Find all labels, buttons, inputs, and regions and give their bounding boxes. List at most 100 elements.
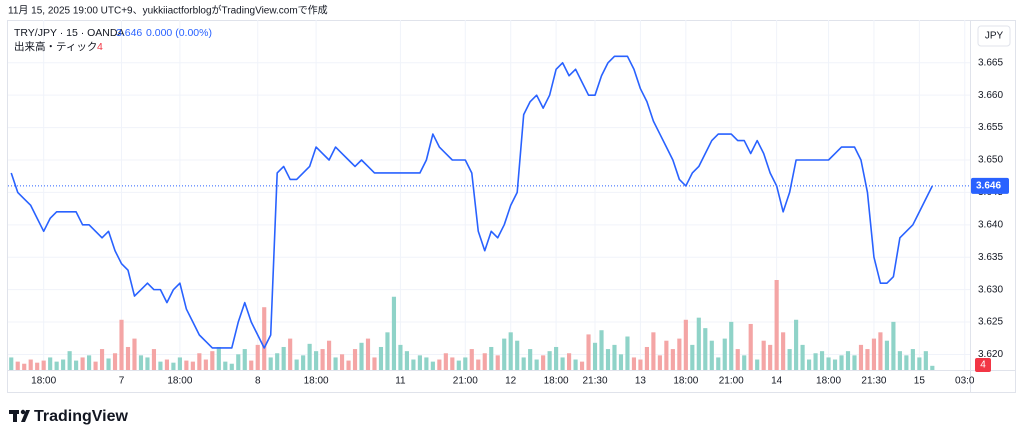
volume-bar (599, 330, 604, 370)
volume-bar (424, 357, 429, 370)
currency-button[interactable] (977, 25, 1011, 47)
volume-bar (891, 321, 896, 370)
volume-bar (275, 353, 280, 370)
volume-bar (852, 355, 857, 370)
volume-bar (35, 362, 40, 370)
volume-bar (677, 338, 682, 370)
y-tick-label: 3.625 (978, 317, 1003, 328)
volume-bar (489, 346, 494, 370)
volume-bar (138, 355, 144, 370)
x-tick-label: 21:00 (719, 376, 744, 387)
x-tick-label: 12 (505, 376, 517, 387)
volume-bar (819, 351, 825, 370)
currency[interactable]: JPY (985, 31, 1004, 42)
volume-bar (703, 328, 708, 370)
volume-bar (93, 361, 98, 370)
volume-bar (638, 359, 643, 370)
volume-bar (398, 344, 403, 370)
volume-bar (15, 361, 20, 370)
volume-last: 4 (97, 41, 103, 53)
volume-bar (612, 344, 617, 370)
volume-bar (910, 349, 915, 370)
volume-bar (858, 344, 864, 370)
logo-text: TradingView (34, 408, 129, 425)
volume-bar (125, 346, 131, 370)
volume-bar (690, 344, 695, 370)
volume-bar (547, 351, 552, 370)
volume-bar (651, 332, 656, 370)
volume-bar (722, 338, 727, 370)
volume-bar (294, 359, 299, 370)
volume-bar (683, 319, 688, 370)
grid (8, 20, 970, 370)
volume-bar (314, 351, 319, 370)
volume-bar (288, 338, 293, 370)
volume-bar (631, 357, 637, 370)
volume-bar (450, 357, 455, 370)
volume-bar (476, 359, 481, 370)
volume-bar (255, 344, 260, 370)
volume-bar (80, 357, 85, 370)
volume-bar (716, 357, 721, 370)
volume-bar (832, 359, 838, 370)
volume-bar (794, 319, 799, 370)
volume-bar (664, 340, 669, 370)
y-tick-label: 3.620 (978, 349, 1003, 360)
volume-bar (229, 363, 234, 370)
volume-bar (787, 349, 792, 370)
volume-bar (554, 346, 559, 370)
volume-bar (359, 342, 364, 370)
volume-bar (807, 359, 812, 370)
logo-mark (20, 409, 26, 415)
volume-bar (158, 361, 163, 370)
volume-bar (249, 360, 254, 370)
volume-bar (528, 349, 533, 370)
volume-bar (586, 334, 591, 370)
volume-bar (365, 338, 371, 370)
volume-bar (904, 355, 909, 370)
volume-bar (515, 340, 520, 370)
volume-bar (618, 354, 624, 370)
x-tick-label: 11 (395, 376, 406, 387)
volume-bar (41, 360, 46, 370)
volume-bar (508, 332, 513, 370)
price-line (10, 55, 934, 349)
y-tick-label: 3.650 (978, 155, 1003, 166)
x-tick-label: 18:00 (31, 376, 56, 387)
x-tick-label: 21:30 (583, 376, 608, 387)
volume-bar (404, 351, 409, 370)
y-tick-label: 3.635 (978, 252, 1003, 263)
volume-bar (385, 332, 390, 370)
volume-bar (696, 317, 701, 370)
volume-bar (463, 357, 468, 370)
volume-bar (742, 355, 747, 370)
symbol: TRY/JPY · 15 · OANDA (14, 27, 124, 39)
volume-bar (625, 336, 630, 370)
volume-bar (87, 355, 92, 370)
volume-bar (54, 361, 59, 370)
volume-bar (236, 354, 241, 370)
volume-bar (417, 355, 422, 370)
volume-bar (99, 349, 105, 370)
volume-bar (748, 323, 753, 370)
volume-bar (339, 354, 345, 370)
volume-bar (61, 359, 66, 370)
volume-bar (573, 359, 578, 370)
volume-bar (917, 357, 922, 370)
volume-bar (132, 338, 137, 370)
volume-bar (430, 361, 435, 370)
volume-bar (495, 355, 500, 370)
volume-bar (197, 353, 202, 370)
volume (9, 280, 935, 370)
volume-bar (800, 344, 805, 370)
volume-bar (709, 340, 714, 370)
volume-bar (411, 359, 416, 370)
x-tick-label: 18:00 (304, 376, 329, 387)
x-tick-label: 13 (635, 376, 647, 387)
volume-badge (975, 358, 991, 372)
volume-bar (443, 353, 448, 370)
volume-bar (268, 357, 273, 370)
volume-bar (930, 365, 935, 370)
x-tick-label: 8 (255, 376, 261, 387)
